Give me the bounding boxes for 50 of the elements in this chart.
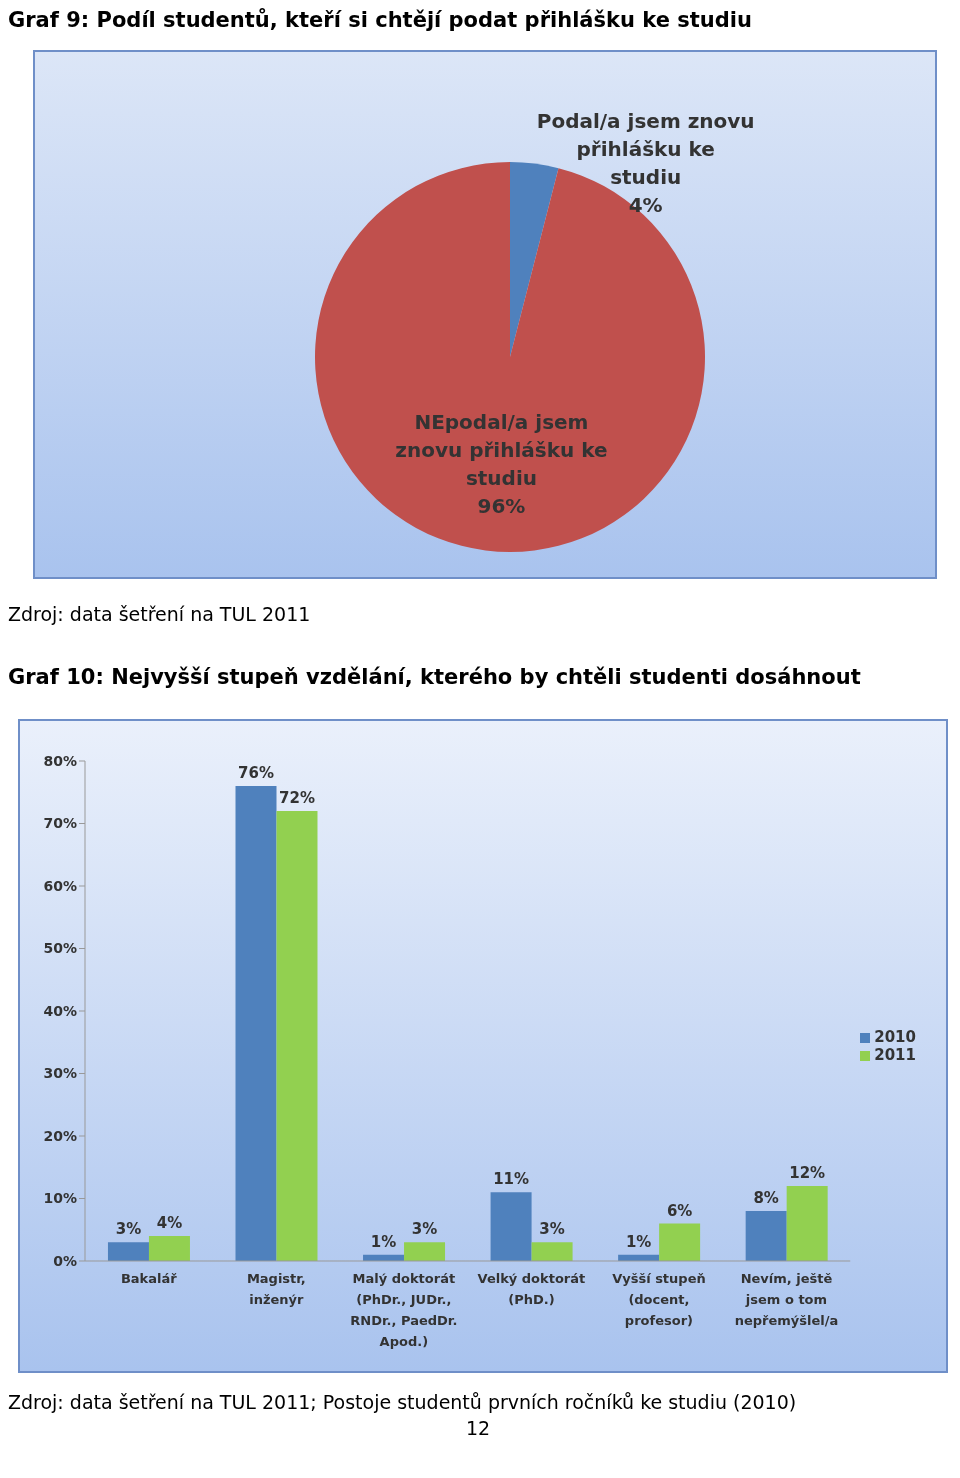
data-label: 4% [628, 192, 663, 217]
bar [404, 1242, 446, 1261]
data-label: 11% [493, 1170, 530, 1189]
data-label: 76% [238, 764, 274, 782]
data-label: 6% [666, 1201, 693, 1220]
data-label: 1% [370, 1232, 397, 1251]
data-label: 1% [625, 1232, 652, 1251]
x-tick-label: Magistr, inženýr [246, 1271, 306, 1307]
slice-label: NEpodal/a jsem znovu přihlášku ke studiu [395, 409, 608, 490]
data-label: 72% [279, 789, 315, 807]
bar [531, 1242, 573, 1261]
x-tick-label: Bakalář [120, 1271, 178, 1286]
pie-slice [315, 162, 705, 552]
bar [148, 1236, 190, 1261]
y-tick-label: 40% [43, 1002, 77, 1019]
bar [659, 1223, 701, 1261]
data-label: 12% [789, 1164, 826, 1182]
chart-title: Graf 9: Podíl studentů, kteří si chtějí podat přihlášku ke studiu [8, 8, 753, 32]
text: 12 [464, 1417, 492, 1439]
legend-label: 2010 [874, 1028, 916, 1046]
bar [745, 1211, 787, 1261]
y-tick-label: 70% [43, 815, 77, 832]
bar [276, 811, 318, 1261]
x-tick-label: Velký doktorát (PhD.) [477, 1271, 586, 1307]
text: Zdroj: data šetření na TUL 2011 [8, 603, 312, 625]
y-tick-label: 80% [43, 752, 77, 769]
pie-slice [510, 162, 559, 357]
x-tick-label: Nevím, ještě jsem o tom nepřemýšlel/a [734, 1271, 839, 1328]
bar [235, 786, 277, 1261]
data-label: 3% [411, 1220, 438, 1239]
slice-label: Podal/a jsem znovu přihlášku ke studiu [536, 108, 755, 189]
x-tick-label: Vyšší stupeň (docent, profesor) [612, 1271, 706, 1328]
y-tick-label: 0% [53, 1252, 77, 1269]
text: Zdroj: data šetření na TUL 2011; Postoje studentů prvních ročníků ke studiu (2010) [8, 1391, 798, 1413]
y-tick-label: 30% [43, 1065, 77, 1082]
x-tick-label: Malý doktorát (PhDr., JUDr., RNDr., PaedDr. Apod.) [350, 1271, 458, 1349]
data-label: 4% [156, 1214, 183, 1232]
y-tick-label: 20% [43, 1127, 77, 1144]
bar [107, 1242, 149, 1261]
y-tick-label: 60% [43, 877, 77, 894]
data-label: 96% [477, 493, 526, 518]
data-label: 3% [115, 1220, 142, 1239]
y-tick-label: 50% [43, 940, 77, 957]
chart-title: Graf 10: Nejvyšší stupeň vzdělání, kterého by chtěli studenti dosáhnout [8, 665, 862, 689]
legend-label: 2011 [874, 1046, 916, 1064]
bar [490, 1192, 532, 1261]
y-tick-label: 10% [43, 1190, 77, 1207]
data-label: 3% [539, 1220, 565, 1239]
data-label: 8% [753, 1189, 779, 1207]
bar [786, 1186, 828, 1261]
